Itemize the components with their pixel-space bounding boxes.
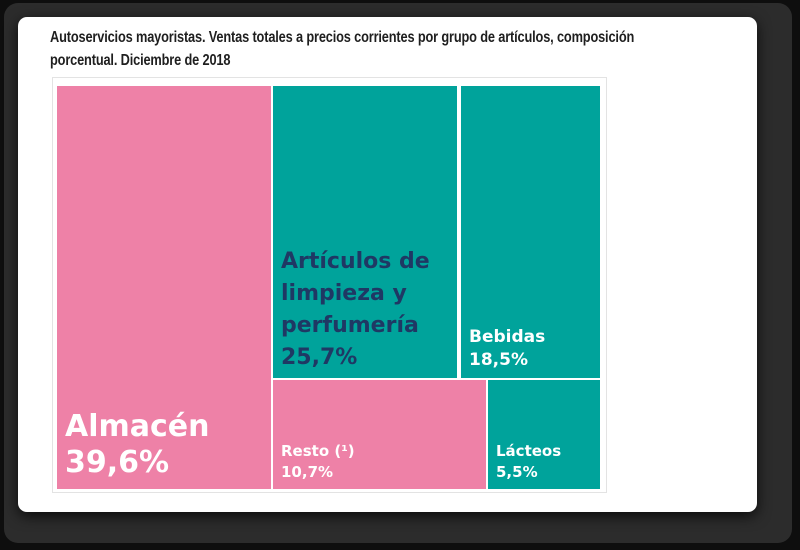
cell-value: 25,7%: [281, 345, 358, 370]
chart-title-line1: Autoservicios mayoristas. Ventas totales…: [50, 29, 635, 46]
chart-panel: Autoservicios mayoristas. Ventas totales…: [18, 17, 757, 512]
chart-title-line2: porcentual. Diciembre de 2018: [50, 52, 231, 69]
cell-label: Resto (¹): [281, 442, 355, 460]
treemap-cell-articulos-limpieza-perfumeria[interactable]: Artículos de limpieza y perfumería 25,7%: [273, 86, 457, 378]
cell-value: 5,5%: [496, 463, 538, 481]
treemap-cell-resto[interactable]: Resto (¹) 10,7%: [273, 380, 486, 489]
chart-plot-area: Almacén 39,6% Artículos de limpieza y pe…: [52, 77, 607, 493]
cell-value: 39,6%: [65, 445, 170, 480]
chart-title: Autoservicios mayoristas. Ventas totales…: [50, 26, 754, 72]
treemap-cell-bebidas[interactable]: Bebidas 18,5%: [461, 86, 600, 378]
treemap: Almacén 39,6% Artículos de limpieza y pe…: [57, 86, 600, 489]
treemap-cell-almacen[interactable]: Almacén 39,6%: [57, 86, 271, 489]
treemap-cell-lacteos[interactable]: Lácteos 5,5%: [488, 380, 600, 489]
cell-value: 18,5%: [469, 350, 528, 370]
cell-label: Bebidas: [469, 327, 546, 347]
cell-label: Lácteos: [496, 442, 562, 460]
cell-label: Almacén: [65, 409, 210, 444]
cell-label: Artículos de limpieza y perfumería: [281, 249, 430, 338]
cell-value: 10,7%: [281, 463, 334, 481]
